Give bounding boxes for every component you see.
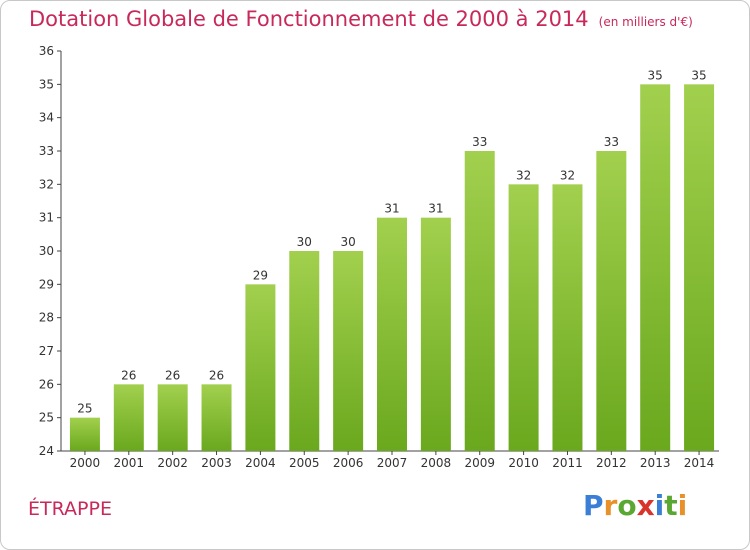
bar (596, 151, 627, 451)
bar (333, 251, 364, 451)
x-tick-label: 2001 (114, 456, 145, 470)
x-tick-label: 2003 (201, 456, 232, 470)
bar-value-label: 35 (691, 68, 706, 82)
x-tick-label: 2014 (684, 456, 715, 470)
x-tick-label: 2012 (596, 456, 627, 470)
y-tick-label: 29 (39, 277, 54, 291)
bar (201, 384, 232, 451)
chart-title: Dotation Globale de Fonctionnement de 20… (29, 7, 693, 31)
bar (420, 217, 451, 451)
bar (552, 184, 583, 452)
bar-value-label: 30 (340, 235, 355, 249)
logo-letter: t (664, 489, 678, 522)
x-tick-label: 2013 (640, 456, 671, 470)
x-tick-label: 2000 (70, 456, 101, 470)
x-tick-label: 2011 (552, 456, 583, 470)
bar (684, 84, 715, 451)
y-tick-label: 28 (39, 311, 54, 325)
y-tick-label: 24 (39, 444, 54, 458)
y-tick-label: 36 (39, 44, 54, 58)
y-tick-label: 33 (39, 144, 54, 158)
y-tick-label: 25 (39, 411, 54, 425)
y-tick-label: 30 (39, 244, 54, 258)
y-tick-label: 35 (39, 77, 54, 91)
chart-title-text: Dotation Globale de Fonctionnement de 20… (29, 7, 589, 31)
bar (464, 151, 495, 451)
bar-value-label: 33 (604, 135, 619, 149)
bar (508, 184, 539, 452)
commune-name: ÉTRAPPE (28, 498, 112, 520)
bar-value-label: 31 (428, 202, 443, 216)
logo-letter: i (677, 489, 688, 522)
y-tick-label: 27 (39, 344, 54, 358)
logo-letter: x (636, 489, 655, 522)
bar-value-label: 26 (165, 368, 180, 382)
bar-value-label: 35 (648, 68, 663, 82)
bar-value-label: 30 (297, 235, 312, 249)
bar-value-label: 33 (472, 135, 487, 149)
x-tick-label: 2006 (333, 456, 364, 470)
x-tick-label: 2009 (464, 456, 495, 470)
bar (157, 384, 188, 451)
bar (245, 284, 276, 451)
y-tick-label: 32 (39, 177, 54, 191)
bar-value-label: 29 (253, 268, 268, 282)
x-tick-label: 2004 (245, 456, 276, 470)
logo-letter: i (654, 489, 665, 522)
bar-value-label: 25 (77, 402, 92, 416)
bar-value-label: 32 (560, 168, 575, 182)
bar (113, 384, 144, 451)
bar-value-label: 31 (384, 202, 399, 216)
bar (377, 217, 407, 451)
x-tick-label: 2010 (508, 456, 539, 470)
chart-bars: 25 26 26 26 29 30 30 31 31 33 32 32 33 35 35 (69, 68, 715, 452)
y-tick-label: 31 (39, 211, 54, 225)
logo-letter: r (603, 489, 618, 522)
x-tick-label: 2005 (289, 456, 320, 470)
x-tick-label: 2007 (377, 456, 408, 470)
bar-value-label: 26 (121, 368, 136, 382)
bar (289, 251, 320, 451)
logo-letter: o (617, 489, 637, 522)
y-tick-label: 34 (39, 111, 54, 125)
chart-axes: 24 25 26 27 28 29 30 31 32 33 34 35 36 2000 2001 2002 20… (39, 44, 719, 470)
bar-value-label: 32 (516, 168, 531, 182)
chart-unit: (en milliers d'€) (598, 15, 693, 29)
proxiti-logo: Proxiti (583, 489, 687, 522)
bar-value-label: 26 (209, 368, 224, 382)
y-tick-label: 26 (39, 377, 54, 391)
bar (640, 84, 671, 451)
x-tick-label: 2008 (421, 456, 452, 470)
logo-letter: P (583, 489, 604, 522)
x-tick-label: 2002 (157, 456, 188, 470)
bar (69, 417, 100, 451)
